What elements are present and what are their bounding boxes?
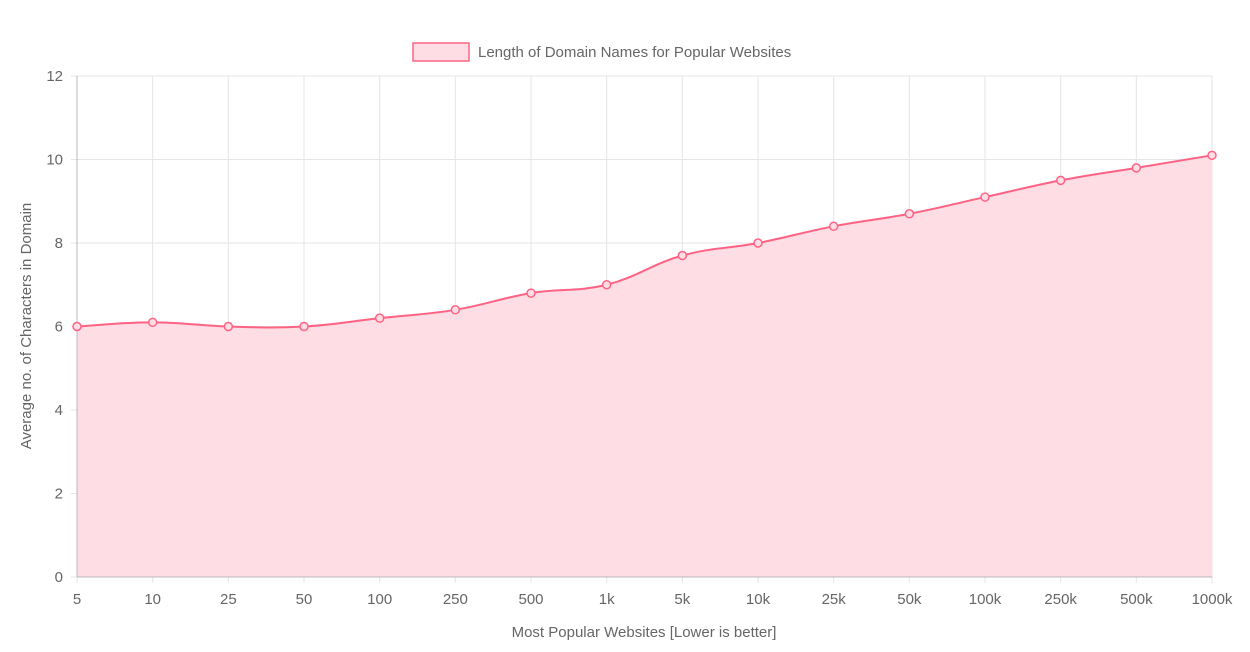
x-tick-label: 1k [599,591,615,608]
x-tick-label: 5k [674,591,690,608]
data-point-50k[interactable] [904,209,915,219]
data-point-1000k[interactable] [1207,150,1217,161]
y-tick-label: 10 [46,152,63,169]
y-tick-label: 12 [46,68,63,85]
data-point-1k[interactable] [601,280,612,290]
y-tick-labels: 0 2 4 6 8 10 12 [46,68,63,586]
x-tick-label: 50k [897,591,922,608]
x-tick-label: 250 [443,591,468,608]
data-point-250[interactable] [450,305,461,315]
x-tick-label: 100k [969,591,1002,608]
data-points [72,150,1217,332]
x-tick-label: 250k [1044,591,1077,608]
x-tick-label: 100 [367,591,392,608]
data-point-25k[interactable] [828,221,839,232]
y-tick-label: 2 [55,486,63,503]
area-fill [77,155,1212,577]
data-point-100k[interactable] [980,192,990,202]
data-point-500k[interactable] [1131,163,1142,173]
data-point-250k[interactable] [1055,175,1066,186]
x-tick-label: 50 [296,591,313,608]
x-tick-label: 25 [220,591,237,608]
x-tick-label: 500 [518,591,543,608]
y-axis-title: Average no. of Characters in Domain [18,203,35,450]
legend[interactable]: Length of Domain Names for Popular Websi… [412,42,791,62]
y-tick-label: 4 [55,402,63,419]
data-point-500[interactable] [526,288,536,298]
x-tick-label: 25k [822,591,847,608]
legend-label[interactable]: Length of Domain Names for Popular Websi… [478,44,791,61]
data-point-100[interactable] [374,313,385,323]
data-point-5k[interactable] [677,250,688,261]
data-point-25[interactable] [223,321,234,332]
series-line [76,154,1213,329]
x-tick-label: 5 [73,591,81,608]
x-tick-labels: 5 10 25 50 100 250 500 1k 5k 10k 25k 50k 100k 250k 500… [73,591,1233,608]
data-point-50[interactable] [299,321,309,332]
y-tick-label: 6 [55,319,63,336]
x-tick-label: 1000k [1192,591,1233,608]
y-tick-label: 8 [55,235,63,252]
x-tick-label: 10 [144,591,161,608]
data-point-10[interactable] [147,317,158,328]
data-point-10k[interactable] [753,238,763,248]
series-area [76,154,1213,577]
y-tick-label: 0 [55,569,63,586]
x-tick-label: 10k [746,591,771,608]
data-point-5[interactable] [72,321,82,332]
x-tick-label: 500k [1120,591,1153,608]
legend-swatch[interactable] [412,42,470,62]
x-axis-title: Most Popular Websites [Lower is better] [512,624,777,641]
